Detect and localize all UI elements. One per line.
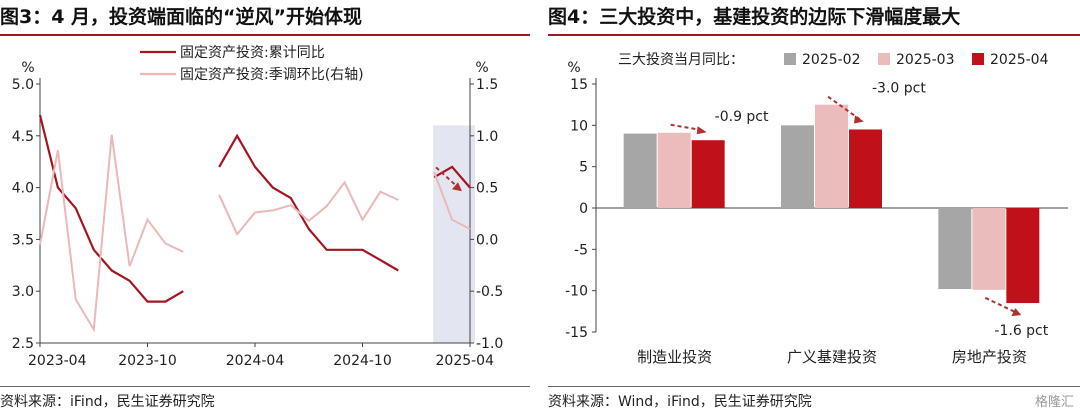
bar <box>781 125 814 208</box>
change-arrow-head <box>696 126 707 135</box>
bar <box>938 208 972 290</box>
bar <box>623 133 657 208</box>
bar <box>815 104 848 208</box>
y-tick-label: 5 <box>579 160 588 176</box>
right-bar-chart: -15 -10 -5 0 5 10 15% 三大投资当月同比： 2025-02 2025-03 20… <box>565 52 1068 366</box>
right-figure-panel: 图4：三大投资中，基建投资的边际下滑幅度最大 -15 -10 -5 0 5 10 15% 三大… <box>548 0 1080 416</box>
legend-title: 三大投资当月同比： <box>618 52 744 68</box>
x-tick-label: 2025-04 <box>436 353 495 369</box>
left-y-tick-label: 4.0 <box>12 181 34 197</box>
right-y-tick-label: -1.0 <box>476 336 503 352</box>
left-y-tick-label: 2.5 <box>12 336 34 352</box>
series-line-sa-mom <box>39 134 471 333</box>
legend-label: 2025-04 <box>990 52 1049 68</box>
right-y-tick-label: 0.5 <box>476 181 498 197</box>
category-label: 制造业投资 <box>637 348 712 366</box>
y-tick-label: -5 <box>574 242 588 258</box>
change-annotation: -1.6 pct <box>994 323 1048 339</box>
left-y-tick-label: 4.5 <box>12 129 34 145</box>
trend-arrow-line <box>435 166 459 189</box>
x-tick-label: 2024-10 <box>333 353 392 369</box>
bar <box>849 129 882 208</box>
legend-label: 2025-02 <box>802 52 861 68</box>
right-y-tick-label: 1.0 <box>476 129 498 145</box>
trend-arrow-head <box>452 182 462 192</box>
change-arrow-line <box>670 123 703 132</box>
y-unit: % <box>567 60 580 76</box>
bar <box>972 208 1006 290</box>
watermark-logo: 格隆汇 <box>1034 395 1074 410</box>
change-annotation: -0.9 pct <box>715 109 769 125</box>
left-line-chart: 2.5 3.0 3.5 4.0 4.5 5.0 -1.0 -0.5 0.0 0.5 1.0 1.5%%… <box>12 45 504 369</box>
y-tick-label: -10 <box>565 284 588 300</box>
legend-label: 固定资产投资:季调环比(右轴) <box>180 67 364 83</box>
x-tick-label: 2024-04 <box>226 353 285 369</box>
right-y-tick-label: 1.5 <box>476 77 498 93</box>
left-figure-panel: 图3：4 月，投资端面临的“逆风”开始体现 2.5 3.0 3.5 4.0 4.5 5.0… <box>0 0 530 416</box>
highlight-band <box>433 125 475 343</box>
left-y-unit: % <box>21 60 34 76</box>
category-label: 广义基建投资 <box>787 348 877 366</box>
left-y-tick-label: 3.5 <box>12 232 34 248</box>
y-tick-label: -15 <box>565 325 588 341</box>
x-tick-label: 2023-04 <box>28 353 87 369</box>
y-tick-label: 10 <box>570 118 588 134</box>
bar <box>691 140 725 208</box>
y-tick-label: 15 <box>570 77 588 93</box>
left-y-tick-label: 5.0 <box>12 77 34 93</box>
right-y-tick-label: -0.5 <box>476 284 503 300</box>
left-y-tick-label: 3.0 <box>12 284 34 300</box>
y-tick-label: 0 <box>579 201 588 217</box>
legend-swatch <box>972 53 984 65</box>
change-arrow-head <box>1011 308 1022 317</box>
x-tick-label: 2023-10 <box>118 353 177 369</box>
legend-swatch <box>878 53 890 65</box>
legend-label: 2025-03 <box>896 52 955 68</box>
legend-swatch <box>784 53 796 65</box>
change-annotation: -3.0 pct <box>872 81 926 97</box>
bar <box>657 132 691 208</box>
right-y-unit: % <box>475 60 488 76</box>
right-y-tick-label: 0.0 <box>476 232 498 248</box>
change-arrow-line <box>984 296 1018 314</box>
left-figure-title: 图3：4 月，投资端面临的“逆风”开始体现 <box>0 0 530 36</box>
legend-label: 固定资产投资:累计同比 <box>180 45 325 61</box>
change-arrow-head <box>854 115 864 124</box>
left-figure-source: 资料来源：iFind，民生证券研究院 <box>0 386 530 417</box>
right-figure-source: 资料来源：Wind，iFind，民生证券研究院 <box>548 386 1080 417</box>
category-label: 房地产投资 <box>952 348 1027 366</box>
bar <box>1006 208 1040 304</box>
right-figure-title: 图4：三大投资中，基建投资的边际下滑幅度最大 <box>548 0 1080 36</box>
